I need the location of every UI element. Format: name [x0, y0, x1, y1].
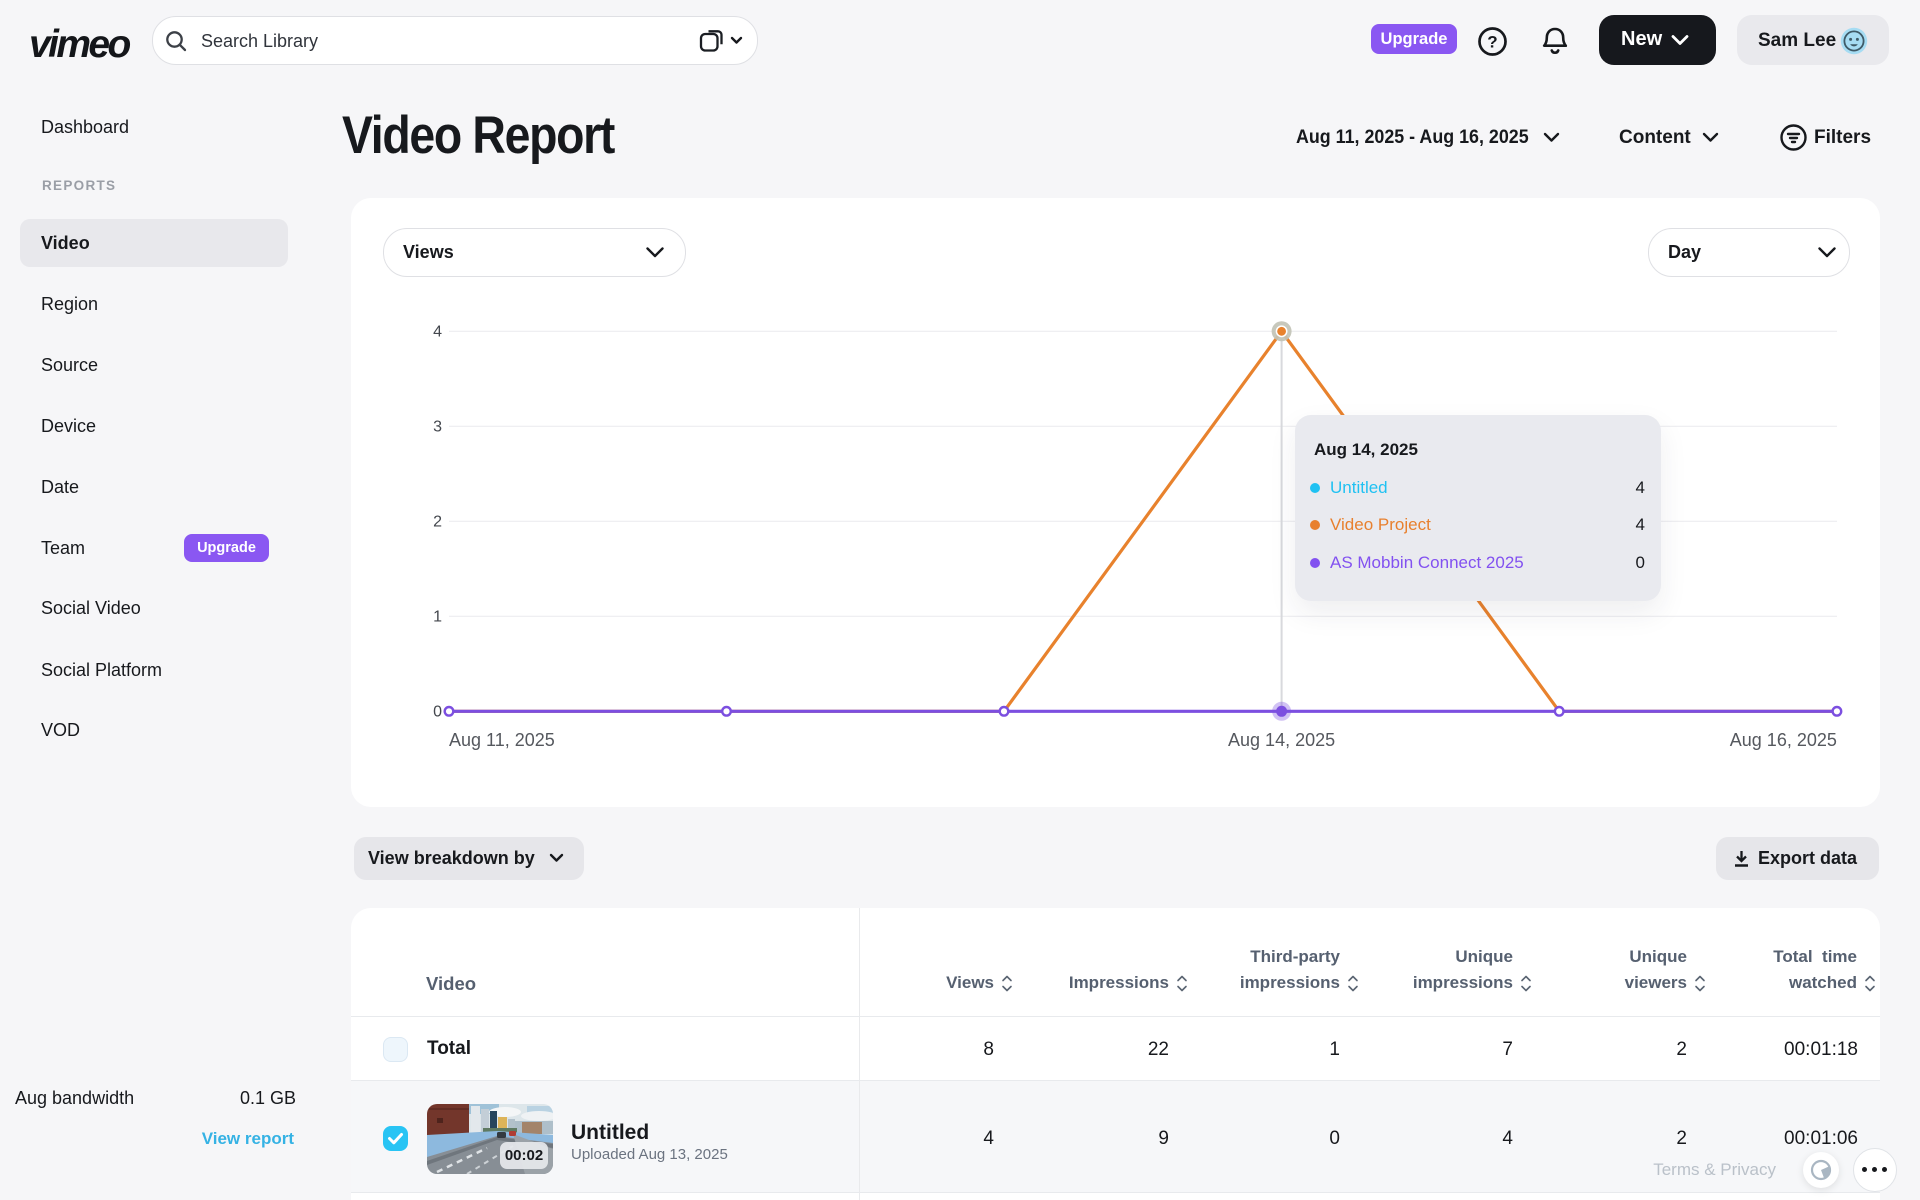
svg-text:vimeo: vimeo [29, 23, 130, 62]
svg-text:1: 1 [433, 609, 442, 626]
svg-text:?: ? [1487, 33, 1497, 52]
svg-text:Aug 14, 2025: Aug 14, 2025 [1228, 730, 1335, 750]
svg-text:4: 4 [433, 324, 442, 341]
svg-text:2: 2 [433, 514, 442, 531]
svg-text:0: 0 [433, 704, 442, 721]
svg-text:3: 3 [433, 419, 442, 436]
svg-text:Aug 11, 2025: Aug 11, 2025 [449, 730, 555, 750]
svg-text:Aug 16, 2025: Aug 16, 2025 [1730, 730, 1837, 750]
